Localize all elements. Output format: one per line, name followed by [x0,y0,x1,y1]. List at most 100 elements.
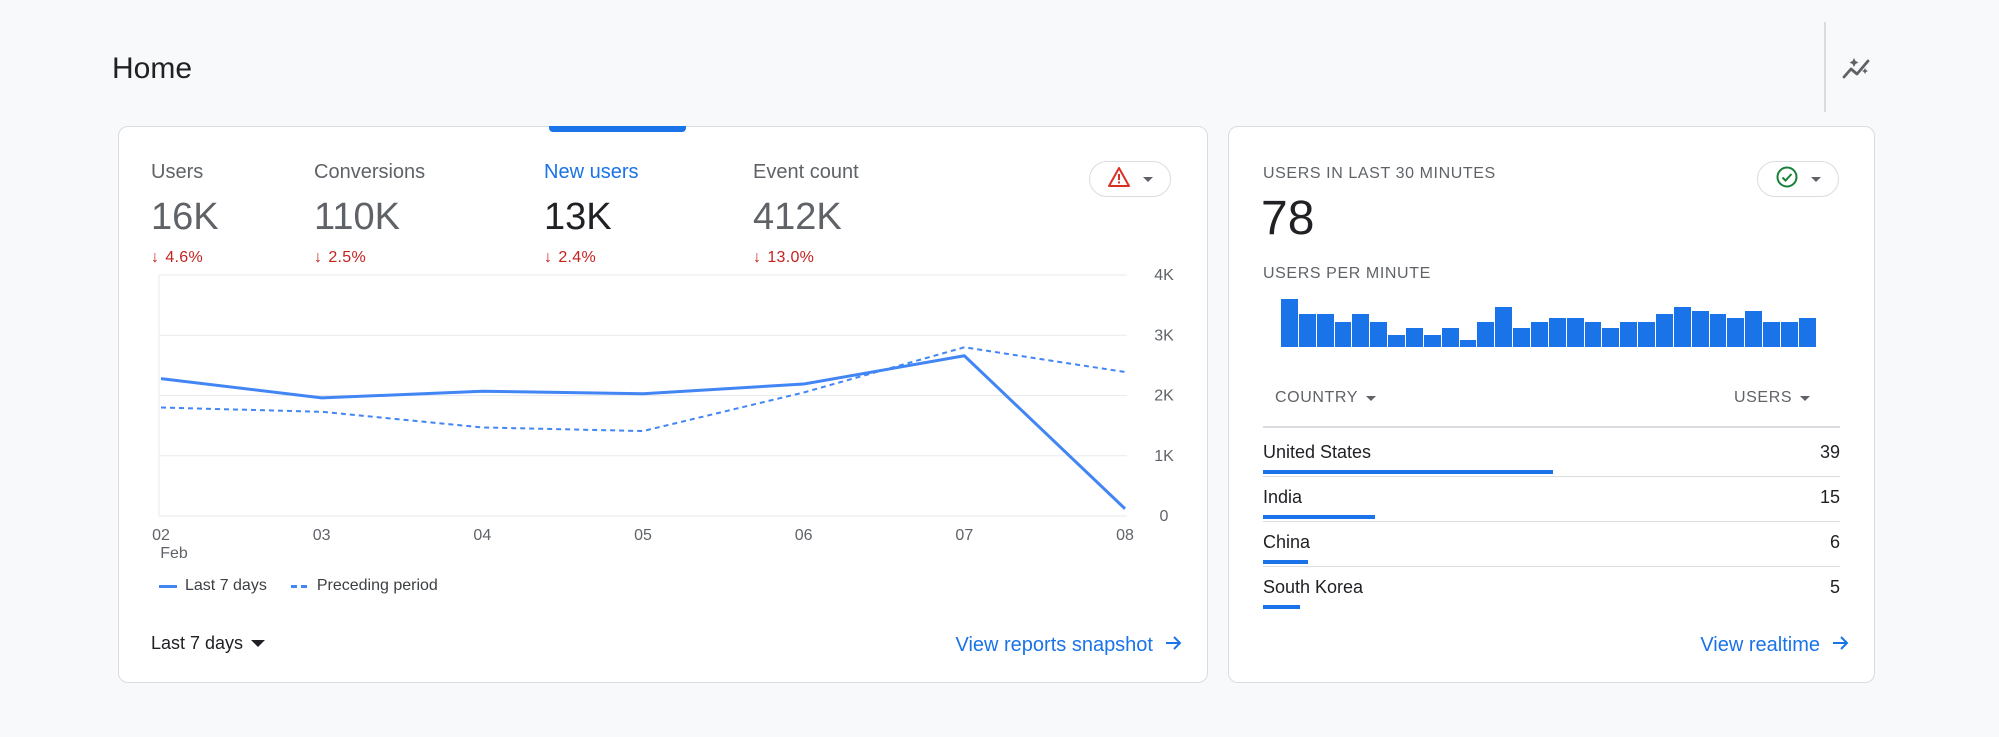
share-bar [1263,470,1553,474]
check-circle-icon [1775,165,1799,194]
sort-caret-icon [1366,395,1377,401]
arrow-down-icon: ↓ [544,249,553,266]
metric-tab-users[interactable]: Users 16K ↓ 4.6% [151,161,219,267]
metric-value: 110K [314,196,400,238]
metric-change: ↓ 4.6% [151,249,203,266]
share-bar [1263,605,1301,609]
minute-bar [1656,314,1673,347]
view-realtime-link[interactable]: View realtime [1700,634,1850,657]
x-tick-label: 03 [313,527,331,544]
arrow-down-icon: ↓ [753,249,762,266]
sort-caret-icon [1800,395,1811,401]
date-range-dropdown[interactable]: Last 7 days [151,633,266,654]
chevron-down-icon [1143,176,1153,182]
table-row[interactable]: India 15 [1263,477,1840,522]
minute-bar [1638,322,1656,347]
legend-solid-swatch [159,584,177,588]
minute-bar [1691,310,1709,347]
minute-bar [1745,310,1763,347]
x-tick-label: 04 [473,527,491,544]
x-tick-label: 05 [634,527,652,544]
minute-bar [1406,327,1423,347]
country-name: United States [1263,442,1372,462]
metric-change: ↓ 2.4% [544,249,596,266]
arrow-down-icon: ↓ [151,249,160,266]
legend-item-last-7-days: Last 7 days [159,577,267,595]
minute-bar [1370,322,1388,347]
y-tick-label: 2K [1154,388,1174,405]
metric-tab-event-count[interactable]: Event count 412K ↓ 13.0% [753,161,859,267]
warning-triangle-icon [1107,166,1131,193]
minute-bar [1441,327,1459,347]
minute-bar [1763,322,1781,347]
view-reports-snapshot-link[interactable]: View reports snapshot [955,634,1183,657]
realtime-status-button[interactable] [1757,161,1839,197]
minute-bar [1316,314,1334,347]
minute-bar [1548,318,1566,347]
chevron-down-icon [1811,176,1821,182]
link-label: View reports snapshot [955,634,1153,656]
column-header-users[interactable]: USERS [1734,389,1811,407]
minute-bar [1566,318,1584,347]
arrow-right-icon [1832,634,1850,657]
minute-bar [1513,327,1531,347]
minute-bar [1477,322,1495,347]
y-tick-label: 3K [1154,327,1174,344]
y-tick-label: 0 [1160,508,1169,525]
minute-bar [1495,306,1513,347]
insights-button[interactable] [1834,50,1878,90]
realtime-user-count: 78 [1261,192,1315,245]
x-tick-sublabel: Feb [160,545,188,562]
header-divider [1824,22,1826,112]
metric-tab-conversions[interactable]: Conversions 110K ↓ 2.5% [314,161,425,267]
insights-sparkle-icon [1841,55,1871,86]
series-line-last-7-days [160,354,1127,510]
table-row[interactable]: China 6 [1263,522,1840,567]
realtime-card: USERS IN LAST 30 MINUTES 78 USERS PER MI… [1228,126,1875,683]
realtime-title: USERS IN LAST 30 MINUTES [1263,165,1496,182]
overview-card: Users 16K ↓ 4.6% Conversions 110K ↓ 2.5% N… [118,126,1208,683]
user-count: 6 [1829,532,1840,552]
metric-label: Users [151,161,204,183]
arrow-down-icon: ↓ [314,249,323,266]
metric-value: 412K [753,196,842,238]
minute-bar [1781,322,1798,347]
minute-bar [1352,314,1370,347]
row-divider [1263,476,1840,477]
series-line-preceding-period [160,346,1126,433]
user-count: 15 [1819,487,1840,507]
minute-bar [1281,299,1298,347]
x-tick-label: 06 [795,527,813,544]
minute-bar [1459,340,1477,347]
minute-bar [1798,318,1816,347]
metric-label: Conversions [314,161,426,183]
legend-item-preceding-period: Preceding period [290,577,438,595]
minute-bar [1620,322,1638,347]
metric-tab-new-users[interactable]: New users 13K ↓ 2.4% [544,161,638,267]
metric-change: ↓ 2.5% [314,249,366,266]
date-range-label: Last 7 days [151,633,244,653]
link-label: View realtime [1700,634,1820,656]
share-bar [1263,515,1375,519]
metric-value: 13K [544,196,612,238]
row-divider [1263,566,1840,567]
anomaly-alert-button[interactable] [1089,161,1171,197]
table-header-divider [1263,426,1840,428]
y-tick-label: 4K [1154,267,1174,284]
minute-bar [1602,327,1620,347]
legend-label: Last 7 days [185,577,267,594]
users-per-minute-bar-chart [1281,299,1816,347]
active-tab-indicator [549,126,686,132]
arrow-right-icon [1165,634,1183,657]
minute-bar [1298,314,1316,347]
minute-bar [1709,314,1727,347]
users-per-minute-label: USERS PER MINUTE [1263,265,1431,282]
caret-down-icon [251,640,266,647]
user-count: 5 [1829,577,1840,597]
column-header-country[interactable]: COUNTRY [1275,389,1377,407]
country-name: India [1263,487,1303,507]
table-row[interactable]: South Korea 5 [1263,567,1840,612]
table-row[interactable]: United States 39 [1263,432,1840,477]
metric-label: New users [544,161,639,183]
